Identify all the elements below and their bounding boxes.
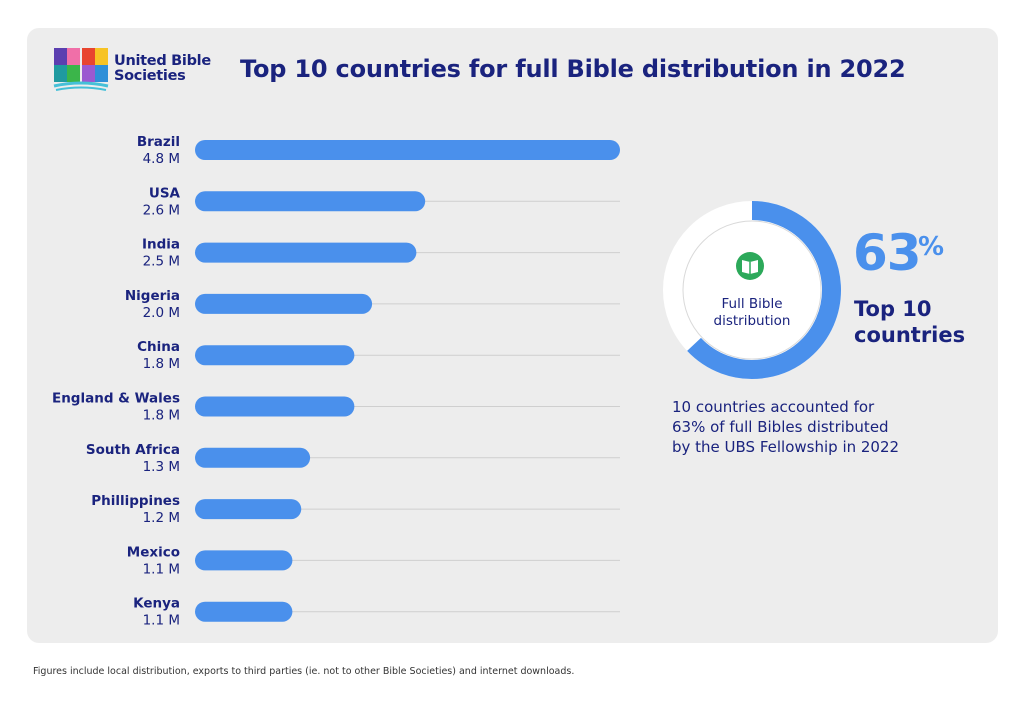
value-label: 1.2 M	[143, 510, 180, 526]
category-label: USA	[149, 185, 181, 201]
value-label: 1.8 M	[143, 356, 180, 372]
highlight-line1: Top 10	[854, 297, 932, 321]
category-label: Nigeria	[125, 288, 180, 304]
bar-6	[195, 447, 311, 468]
highlight-line2: countries	[854, 323, 966, 347]
bar-8	[195, 550, 293, 571]
donut-inner-ring	[682, 220, 822, 360]
value-label: 2.5 M	[143, 254, 180, 270]
chart-title: Top 10 countries for full Bible distribu…	[240, 55, 906, 83]
bar-3	[195, 293, 373, 314]
value-label: 2.6 M	[143, 202, 180, 218]
category-label: Kenya	[133, 596, 180, 612]
caption: 10 countries accounted for 63% of full B…	[672, 397, 932, 457]
category-label: South Africa	[86, 442, 180, 458]
category-label: Mexico	[127, 544, 180, 560]
value-label: 4.8 M	[143, 151, 180, 167]
category-label: Phillippines	[91, 493, 180, 509]
footnote: Figures include local distribution, expo…	[33, 666, 575, 677]
bar-5	[195, 396, 355, 417]
donut-label: Full Bible distribution	[690, 296, 814, 330]
bar-0	[195, 140, 620, 160]
logo-wordmark: United Bible Societies	[114, 54, 211, 84]
highlight-percent-sign: %	[918, 232, 945, 262]
donut-arc	[687, 201, 841, 379]
category-label: India	[142, 237, 180, 253]
caption-line2: 63% of full Bibles distributed	[672, 418, 889, 436]
category-label: China	[137, 339, 180, 355]
value-label: 2.0 M	[143, 305, 180, 321]
donut-label-line2: distribution	[713, 313, 791, 329]
caption-line3: by the UBS Fellowship in 2022	[672, 438, 900, 456]
donut-label-line1: Full Bible	[721, 296, 783, 312]
value-label: 1.1 M	[143, 561, 180, 577]
category-label: Brazil	[137, 134, 180, 150]
caption-line1: 10 countries accounted for	[672, 398, 875, 416]
donut-inner	[664, 202, 840, 378]
bar-7	[195, 499, 302, 520]
ubs-logo-icon	[53, 48, 109, 91]
highlight-label: Top 10 countries	[854, 296, 984, 348]
bar-1	[195, 191, 426, 212]
logo-text-line1: United Bible	[114, 53, 211, 69]
bar-2	[195, 242, 417, 263]
logo-text-line2: Societies	[114, 68, 186, 84]
value-label: 1.3 M	[143, 459, 180, 475]
value-label: 1.1 M	[143, 613, 180, 629]
bar-9	[195, 601, 293, 622]
infographic-card	[27, 28, 998, 643]
category-label: England & Wales	[52, 391, 180, 407]
bar-4	[195, 345, 355, 366]
value-label: 1.8 M	[143, 408, 180, 424]
highlight-number: 63	[853, 224, 922, 282]
